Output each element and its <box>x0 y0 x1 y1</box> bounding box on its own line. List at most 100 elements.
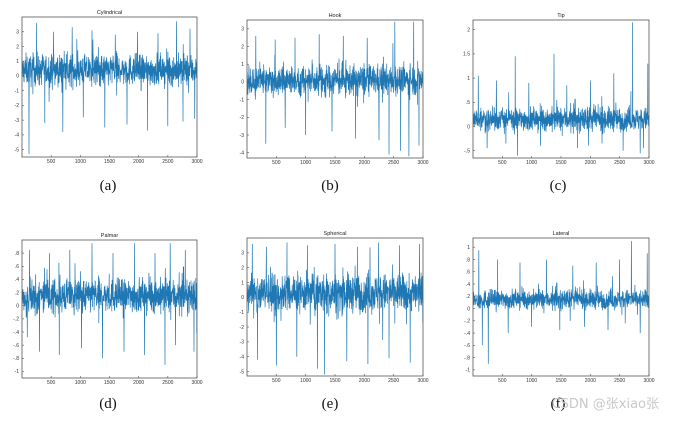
y-tick-label: -1 <box>15 88 20 94</box>
y-tick-label: 0 <box>16 74 19 80</box>
y-tick-label: -1 <box>466 368 471 374</box>
y-tick-label: 1 <box>241 280 244 286</box>
y-tick-label: .4 <box>466 282 470 288</box>
y-tick-label: -.8 <box>464 355 470 361</box>
x-tick-label: 2500 <box>162 159 173 165</box>
y-tick-label: 0 <box>467 124 470 130</box>
y-tick-label: .5 <box>466 100 470 106</box>
chart-title: Tip <box>557 13 564 19</box>
x-tick-label: 500 <box>272 160 281 166</box>
y-tick-label: 1 <box>467 245 470 251</box>
y-tick-label: -.5 <box>464 149 470 155</box>
y-tick-label: 3 <box>16 30 19 36</box>
x-tick-label: 500 <box>47 159 56 165</box>
x-tick-label: 3000 <box>417 160 428 166</box>
x-tick-label: 1500 <box>555 160 566 166</box>
y-tick-label: -.8 <box>13 356 19 362</box>
y-tick-label: -.6 <box>464 343 470 349</box>
x-tick-label: 2500 <box>614 160 625 166</box>
subplot-spherical: Spherical 500 1000 1500 2000 2500 3000 -5 -4 -3 -2… <box>240 231 429 384</box>
x-tick-label: 3000 <box>191 380 202 386</box>
y-tick-label: 2 <box>241 265 244 271</box>
y-tick-label: .6 <box>466 270 470 276</box>
subplot-cylindrical: Cylindrical 500 1000 1500 2000 2500 3000 -5 -4 -3… <box>15 10 203 165</box>
x-tick-label: 2500 <box>388 160 399 166</box>
y-tick-label: 3 <box>241 27 244 33</box>
chart-title: Lateral <box>553 231 570 237</box>
subplot-tip: Tip 500 1000 1500 2000 2500 3000 -.5 0 .5 1 1.5 2 <box>463 13 655 166</box>
y-tick-label: 1 <box>241 62 244 68</box>
x-tick-label: 1500 <box>104 159 115 165</box>
x-tick-label: 2000 <box>133 159 144 165</box>
y-tick-label: -3 <box>240 340 245 346</box>
watermark: CSDN @张xiao张 <box>551 397 659 412</box>
y-tick-label: -1 <box>15 369 20 375</box>
y-tick-label: 1 <box>467 76 470 82</box>
x-tick-label: 1000 <box>526 160 537 166</box>
series-line <box>22 21 197 155</box>
y-tick-label: -1 <box>240 97 245 103</box>
y-tick-label: -.2 <box>464 319 470 325</box>
y-tick-label: -5 <box>15 147 20 153</box>
x-tick-label: 1000 <box>75 380 86 386</box>
x-tick-label: 500 <box>272 378 281 384</box>
y-tick-label: .4 <box>15 277 19 283</box>
y-tick-label: 0 <box>467 306 470 312</box>
series-line <box>473 241 649 364</box>
plot-frame <box>21 16 198 158</box>
subplot-palmar: Palmar 500 1000 1500 2000 2500 3000 -1 -.8 -.6 -.4… <box>13 233 203 386</box>
y-tick-label: -2 <box>240 115 245 121</box>
x-tick-label: 1000 <box>526 378 537 384</box>
y-tick-label: .2 <box>15 290 19 296</box>
x-tick-label: 2000 <box>359 160 370 166</box>
y-tick-label: 0 <box>241 295 244 301</box>
y-tick-label: -.6 <box>13 343 19 349</box>
x-tick-label: 1000 <box>300 160 311 166</box>
x-tick-label: 2500 <box>162 380 173 386</box>
y-tick-label: 2 <box>467 27 470 33</box>
caption-e: (e) <box>321 396 339 412</box>
x-tick-label: 3000 <box>191 159 202 165</box>
chart-title: Cylindrical <box>97 10 122 16</box>
x-tick-label: 1500 <box>329 160 340 166</box>
y-tick-label: -.4 <box>13 330 19 336</box>
y-tick-label: -4 <box>240 355 245 361</box>
caption-d: (d) <box>99 396 117 412</box>
x-tick-label: 500 <box>498 378 507 384</box>
x-tick-label: 2000 <box>585 160 596 166</box>
y-tick-label: -2 <box>240 325 245 331</box>
caption-b: (b) <box>321 178 339 194</box>
series-line <box>247 242 423 375</box>
y-tick-label: -2 <box>15 103 20 109</box>
x-tick-label: 500 <box>47 380 56 386</box>
caption-c: (c) <box>549 178 567 194</box>
x-tick-label: 3000 <box>643 160 654 166</box>
x-tick-label: 2000 <box>133 380 144 386</box>
y-tick-label: .8 <box>466 257 470 263</box>
x-tick-label: 2000 <box>359 378 370 384</box>
series-line <box>22 243 197 365</box>
y-tick-label: 2 <box>241 44 244 50</box>
y-tick-label: -.2 <box>13 317 19 323</box>
plot-frame <box>472 19 650 159</box>
y-tick-label: -5 <box>240 369 245 375</box>
x-tick-label: 3000 <box>417 378 428 384</box>
x-tick-label: 1500 <box>104 380 115 386</box>
y-tick-label: -4 <box>240 150 245 156</box>
y-tick-label: 0 <box>241 80 244 86</box>
y-tick-label: 1.5 <box>463 52 470 58</box>
y-tick-label: -.4 <box>464 331 470 337</box>
series-line <box>473 22 649 156</box>
chart-title: Palmar <box>101 233 119 239</box>
subplot-hook: Hook 500 1000 1500 2000 2500 3000 -4 -3 -2 -1 0 1 2 3 <box>240 13 429 166</box>
x-tick-label: 500 <box>498 160 507 166</box>
chart-title: Hook <box>329 13 342 19</box>
y-tick-label: 0 <box>16 304 19 310</box>
y-tick-label: .2 <box>466 294 470 300</box>
x-tick-label: 1500 <box>329 378 340 384</box>
y-tick-label: -1 <box>240 310 245 316</box>
x-tick-label: 3000 <box>643 378 654 384</box>
y-tick-label: 1 <box>16 59 19 65</box>
